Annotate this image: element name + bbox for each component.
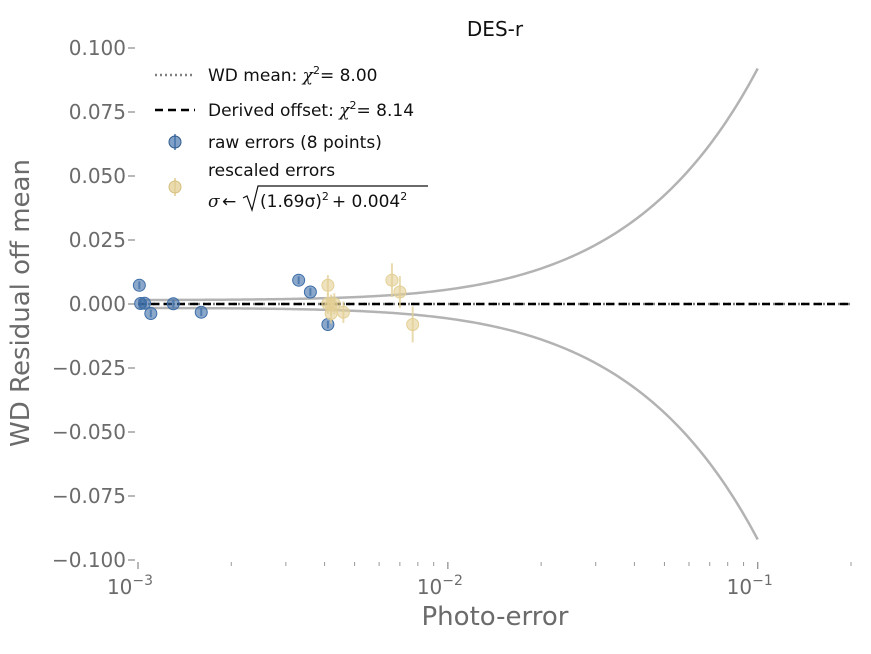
raw-point [166,297,180,311]
y-tick-label: −0.025 [52,356,126,380]
x-tick-label: 10−3 [107,573,153,599]
x-axis-label: Photo-error [422,602,569,632]
raw-point [132,278,146,292]
legend-derived-offset: Derived offset: χ2= 8.14 [208,99,414,121]
raw-point [303,285,317,299]
axes: 0.100 0.075 0.050 0.025 0.000 −0.025 −0.050 −0.… [52,36,852,599]
legend-raw-marker [168,134,182,150]
raw-point [292,273,306,287]
y-tick-label: −0.100 [52,548,126,572]
rescaled-point [327,297,341,311]
y-tick-label: 0.075 [69,100,126,124]
series-raw-errors [132,273,335,331]
legend-wd-mean: WD mean: χ2= 8.00 [208,64,377,86]
rescaled-point [385,273,399,287]
svg-text:←: ← [222,192,236,212]
y-axis-label: WD Residual off mean [6,159,36,447]
y-tick-label: 0.025 [69,228,126,252]
legend-rescaled-formula: σ ← (1.69σ)2 + 0.0042 [208,185,428,213]
y-tick-label: 0.100 [69,36,126,60]
raw-point [138,296,152,310]
svg-text:σ: σ [208,192,220,212]
raw-point [144,306,158,320]
x-tick-label: 10−1 [727,573,773,599]
rescaled-point [336,305,350,319]
legend-rescaled-marker [168,178,182,196]
y-tick-label: −0.075 [52,484,126,508]
chart-title: DES-r [467,17,524,41]
legend: WD mean: χ2= 8.00 Derived offset: χ2= 8.… [155,64,428,213]
raw-point [194,305,208,319]
x-tick-label: 10−2 [417,573,463,599]
error-envelope [138,67,759,541]
y-tick-label: 0.000 [69,292,126,316]
svg-text:(1.69σ)2+ 0.0042: (1.69σ)2 + 0.0042 [260,190,407,212]
legend-raw-label: raw errors (8 points) [208,133,382,153]
envelope-upper [138,67,759,302]
rescaled-point [393,285,407,299]
rescaled-point [406,317,420,331]
envelope-lower [138,306,759,541]
legend-rescaled-label: rescaled errors [208,161,335,181]
y-tick-label: 0.050 [69,164,126,188]
y-tick-label: −0.050 [52,420,126,444]
rescaled-point [321,278,335,292]
series-rescaled-errors [321,263,420,343]
